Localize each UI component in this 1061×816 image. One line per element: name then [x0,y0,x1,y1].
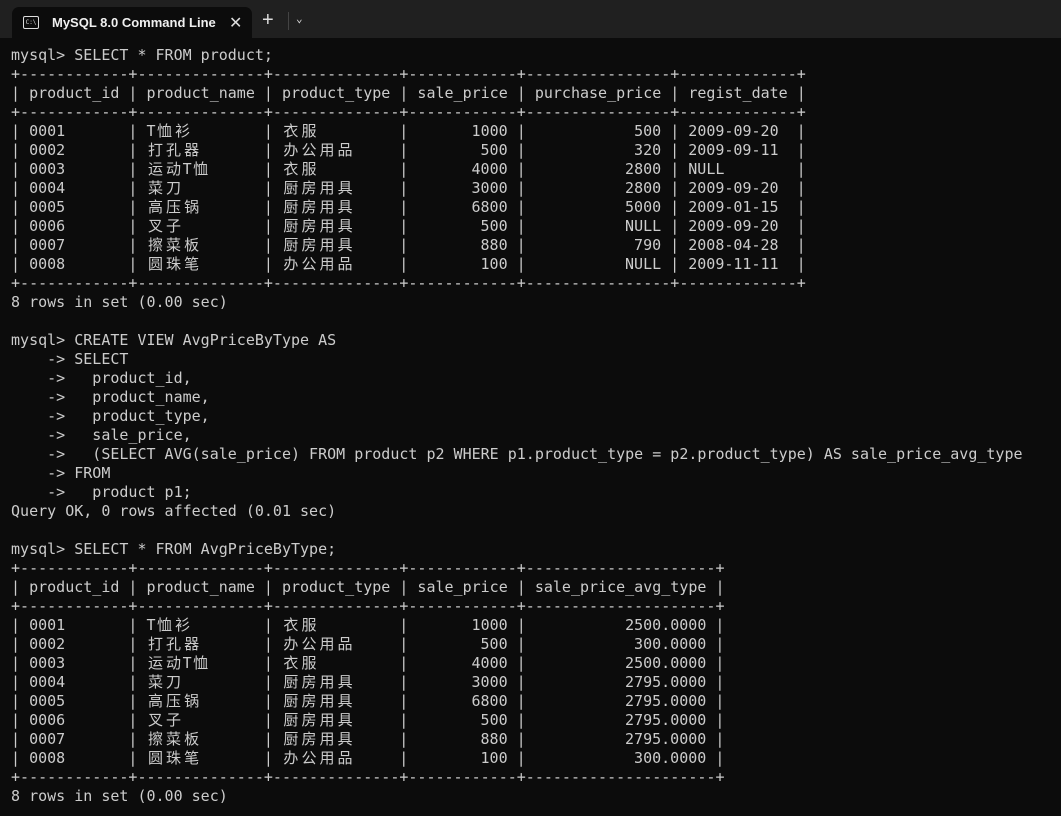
table-row: | 0007 | 擦菜板 | 厨房用具 | 880 | 790 | 2008-0… [11,236,806,254]
table-border: +------------+--------------+-----------… [11,597,725,615]
table-border: +------------+--------------+-----------… [11,274,806,292]
status-line: 8 rows in set (0.00 sec) [11,787,228,805]
table-row: | 0004 | 菜刀 | 厨房用具 | 3000 | 2800 | 2009-… [11,179,806,197]
table-row: | 0004 | 菜刀 | 厨房用具 | 3000 | 2795.0000 | [11,673,725,691]
table-row: | 0005 | 高压锅 | 厨房用具 | 6800 | 2795.0000 | [11,692,725,710]
table-row: | 0002 | 打孔器 | 办公用品 | 500 | 300.0000 | [11,635,725,653]
command-line: -> product_id, [47,369,192,387]
table-row: | 0005 | 高压锅 | 厨房用具 | 6800 | 5000 | 2009… [11,198,806,216]
status-line [11,521,1061,540]
command-line: mysql> SELECT * FROM product; [11,46,273,64]
table-row: | 0007 | 擦菜板 | 厨房用具 | 880 | 2795.0000 | [11,730,725,748]
table-row: | 0006 | 叉子 | 厨房用具 | 500 | 2795.0000 | [11,711,725,729]
status-line: 8 rows in set (0.00 sec) [11,293,228,311]
table-border: +------------+--------------+-----------… [11,103,806,121]
table-border: +------------+--------------+-----------… [11,768,725,786]
table-row: | 0008 | 圆珠笔 | 办公用品 | 100 | NULL | 2009-… [11,255,806,273]
command-line: -> FROM [47,464,111,482]
table-border: +------------+--------------+-----------… [11,559,725,577]
command-line: -> product_name, [47,388,210,406]
command-line: -> sale_price, [47,426,192,444]
table-row: | 0008 | 圆珠笔 | 办公用品 | 100 | 300.0000 | [11,749,725,767]
table-header: | product_id | product_name | product_ty… [11,578,725,596]
tab-title: MySQL 8.0 Command Line Client [52,15,217,30]
status-line [11,312,1061,331]
terminal-output[interactable]: mysql> SELECT * FROM product; +----------… [11,46,1061,816]
command-line: -> (SELECT AVG(sale_price) FROM product … [47,445,1023,463]
table-row: | 0006 | 叉子 | 厨房用具 | 500 | NULL | 2009-0… [11,217,806,235]
command-line: mysql> CREATE VIEW AvgPriceByType AS [11,331,337,349]
terminal-icon: C:\ [23,16,39,29]
command-line: -> product_type, [47,407,210,425]
chevron-down-icon[interactable]: ⌄ [296,12,303,25]
divider [288,12,289,30]
command-line: mysql> SELECT * FROM AvgPriceByType; [11,540,337,558]
table-header: | product_id | product_name | product_ty… [11,84,806,102]
command-line: -> SELECT [47,350,129,368]
close-icon[interactable]: ✕ [229,14,243,32]
command-line: -> product p1; [47,483,192,501]
table-border: +------------+--------------+-----------… [11,65,806,83]
tab-bar: C:\ MySQL 8.0 Command Line Client ✕ + ⌄ [0,0,1061,38]
table-row: | 0002 | 打孔器 | 办公用品 | 500 | 320 | 2009-0… [11,141,806,159]
new-tab-button[interactable]: + [262,9,274,31]
status-line: Query OK, 0 rows affected (0.01 sec) [11,502,337,520]
tab-mysql-client[interactable]: C:\ MySQL 8.0 Command Line Client ✕ [12,7,252,38]
